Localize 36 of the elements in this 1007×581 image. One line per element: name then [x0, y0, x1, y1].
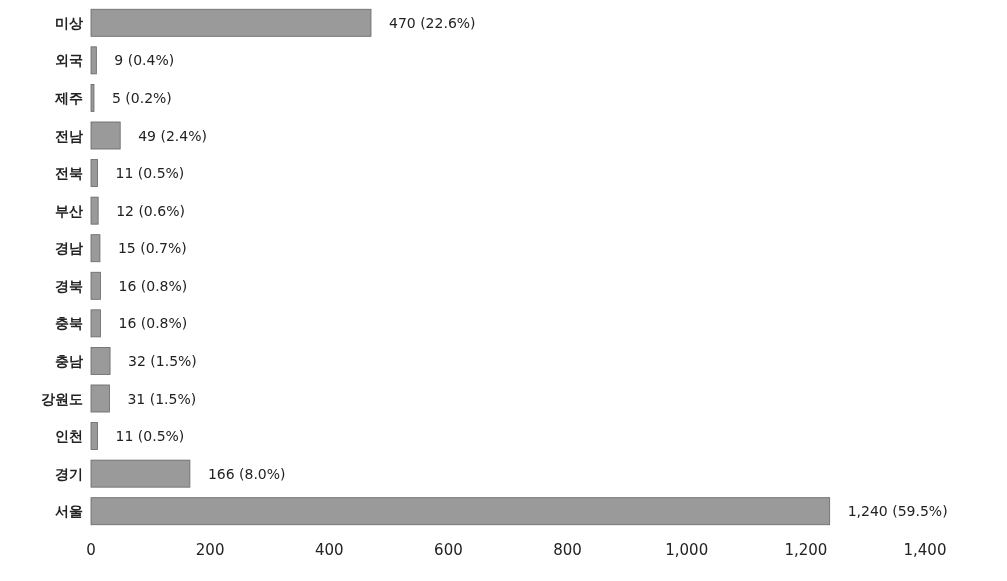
data-label: 1,240 (59.5%) — [847, 503, 948, 520]
data-label: 31 (1.5%) — [127, 390, 197, 407]
data-label: 11 (0.5%) — [115, 428, 185, 445]
y-tick-label: 제주 — [54, 89, 83, 106]
x-tick-label: 200 — [195, 541, 225, 559]
y-tick-label: 부산 — [55, 202, 83, 219]
data-label: 12 (0.6%) — [116, 202, 185, 219]
x-tick-label: 400 — [314, 541, 344, 559]
y-tick-label: 외국 — [55, 52, 83, 69]
x-tick-label: 600 — [434, 541, 463, 559]
y-tick-label: 충남 — [55, 352, 83, 369]
data-label: 16 (0.8%) — [118, 315, 188, 332]
x-tick-label: 800 — [553, 541, 582, 559]
y-tick-label: 미상 — [55, 14, 83, 31]
y-tick-label: 서울 — [55, 503, 83, 520]
data-label: 32 (1.5%) — [128, 352, 197, 369]
x-tick-label: 1,000 — [665, 541, 709, 559]
data-label: 470 (22.6%) — [388, 14, 476, 31]
y-tick-label: 경북 — [55, 277, 83, 294]
data-label: 5 (0.2%) — [111, 89, 172, 106]
data-label: 16 (0.8%) — [118, 277, 188, 294]
x-tick-label: 1,200 — [784, 541, 828, 559]
y-tick-label: 충북 — [55, 315, 83, 332]
y-tick-label: 경남 — [55, 240, 83, 257]
y-tick-label: 경기 — [55, 465, 83, 482]
y-tick-label: 강원도 — [41, 390, 83, 407]
y-tick-label: 인천 — [55, 428, 83, 445]
x-tick-label: 1,400 — [903, 541, 947, 559]
data-label: 15 (0.7%) — [117, 240, 187, 257]
data-label: 9 (0.4%) — [114, 52, 175, 69]
x-tick-label: 0 — [86, 541, 96, 559]
data-label: 49 (2.4%) — [138, 127, 207, 144]
y-tick-label: 전북 — [55, 165, 83, 182]
data-label: 11 (0.5%) — [115, 165, 185, 182]
data-label: 166 (8.0%) — [207, 465, 286, 482]
y-tick-label: 전남 — [55, 127, 83, 144]
